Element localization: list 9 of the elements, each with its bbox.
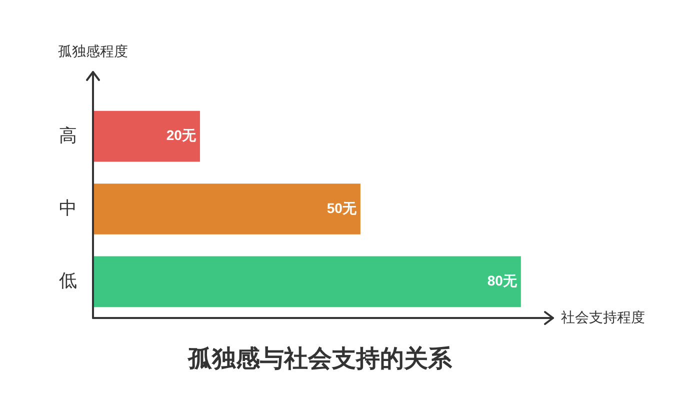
x-axis-title: 社会支持程度 xyxy=(561,308,645,325)
y-tick-label: 中 xyxy=(59,198,77,218)
text: 孤独感与社会支持的关系 xyxy=(187,346,453,373)
y-tick-label: 低 xyxy=(59,270,77,291)
y-axis-title: 孤独感程度 xyxy=(58,42,128,59)
y-tick-label: 高 xyxy=(59,125,77,146)
data-label: 20无 xyxy=(166,127,197,144)
data-label: 80无 xyxy=(487,272,518,289)
data-label: 50无 xyxy=(326,200,358,216)
